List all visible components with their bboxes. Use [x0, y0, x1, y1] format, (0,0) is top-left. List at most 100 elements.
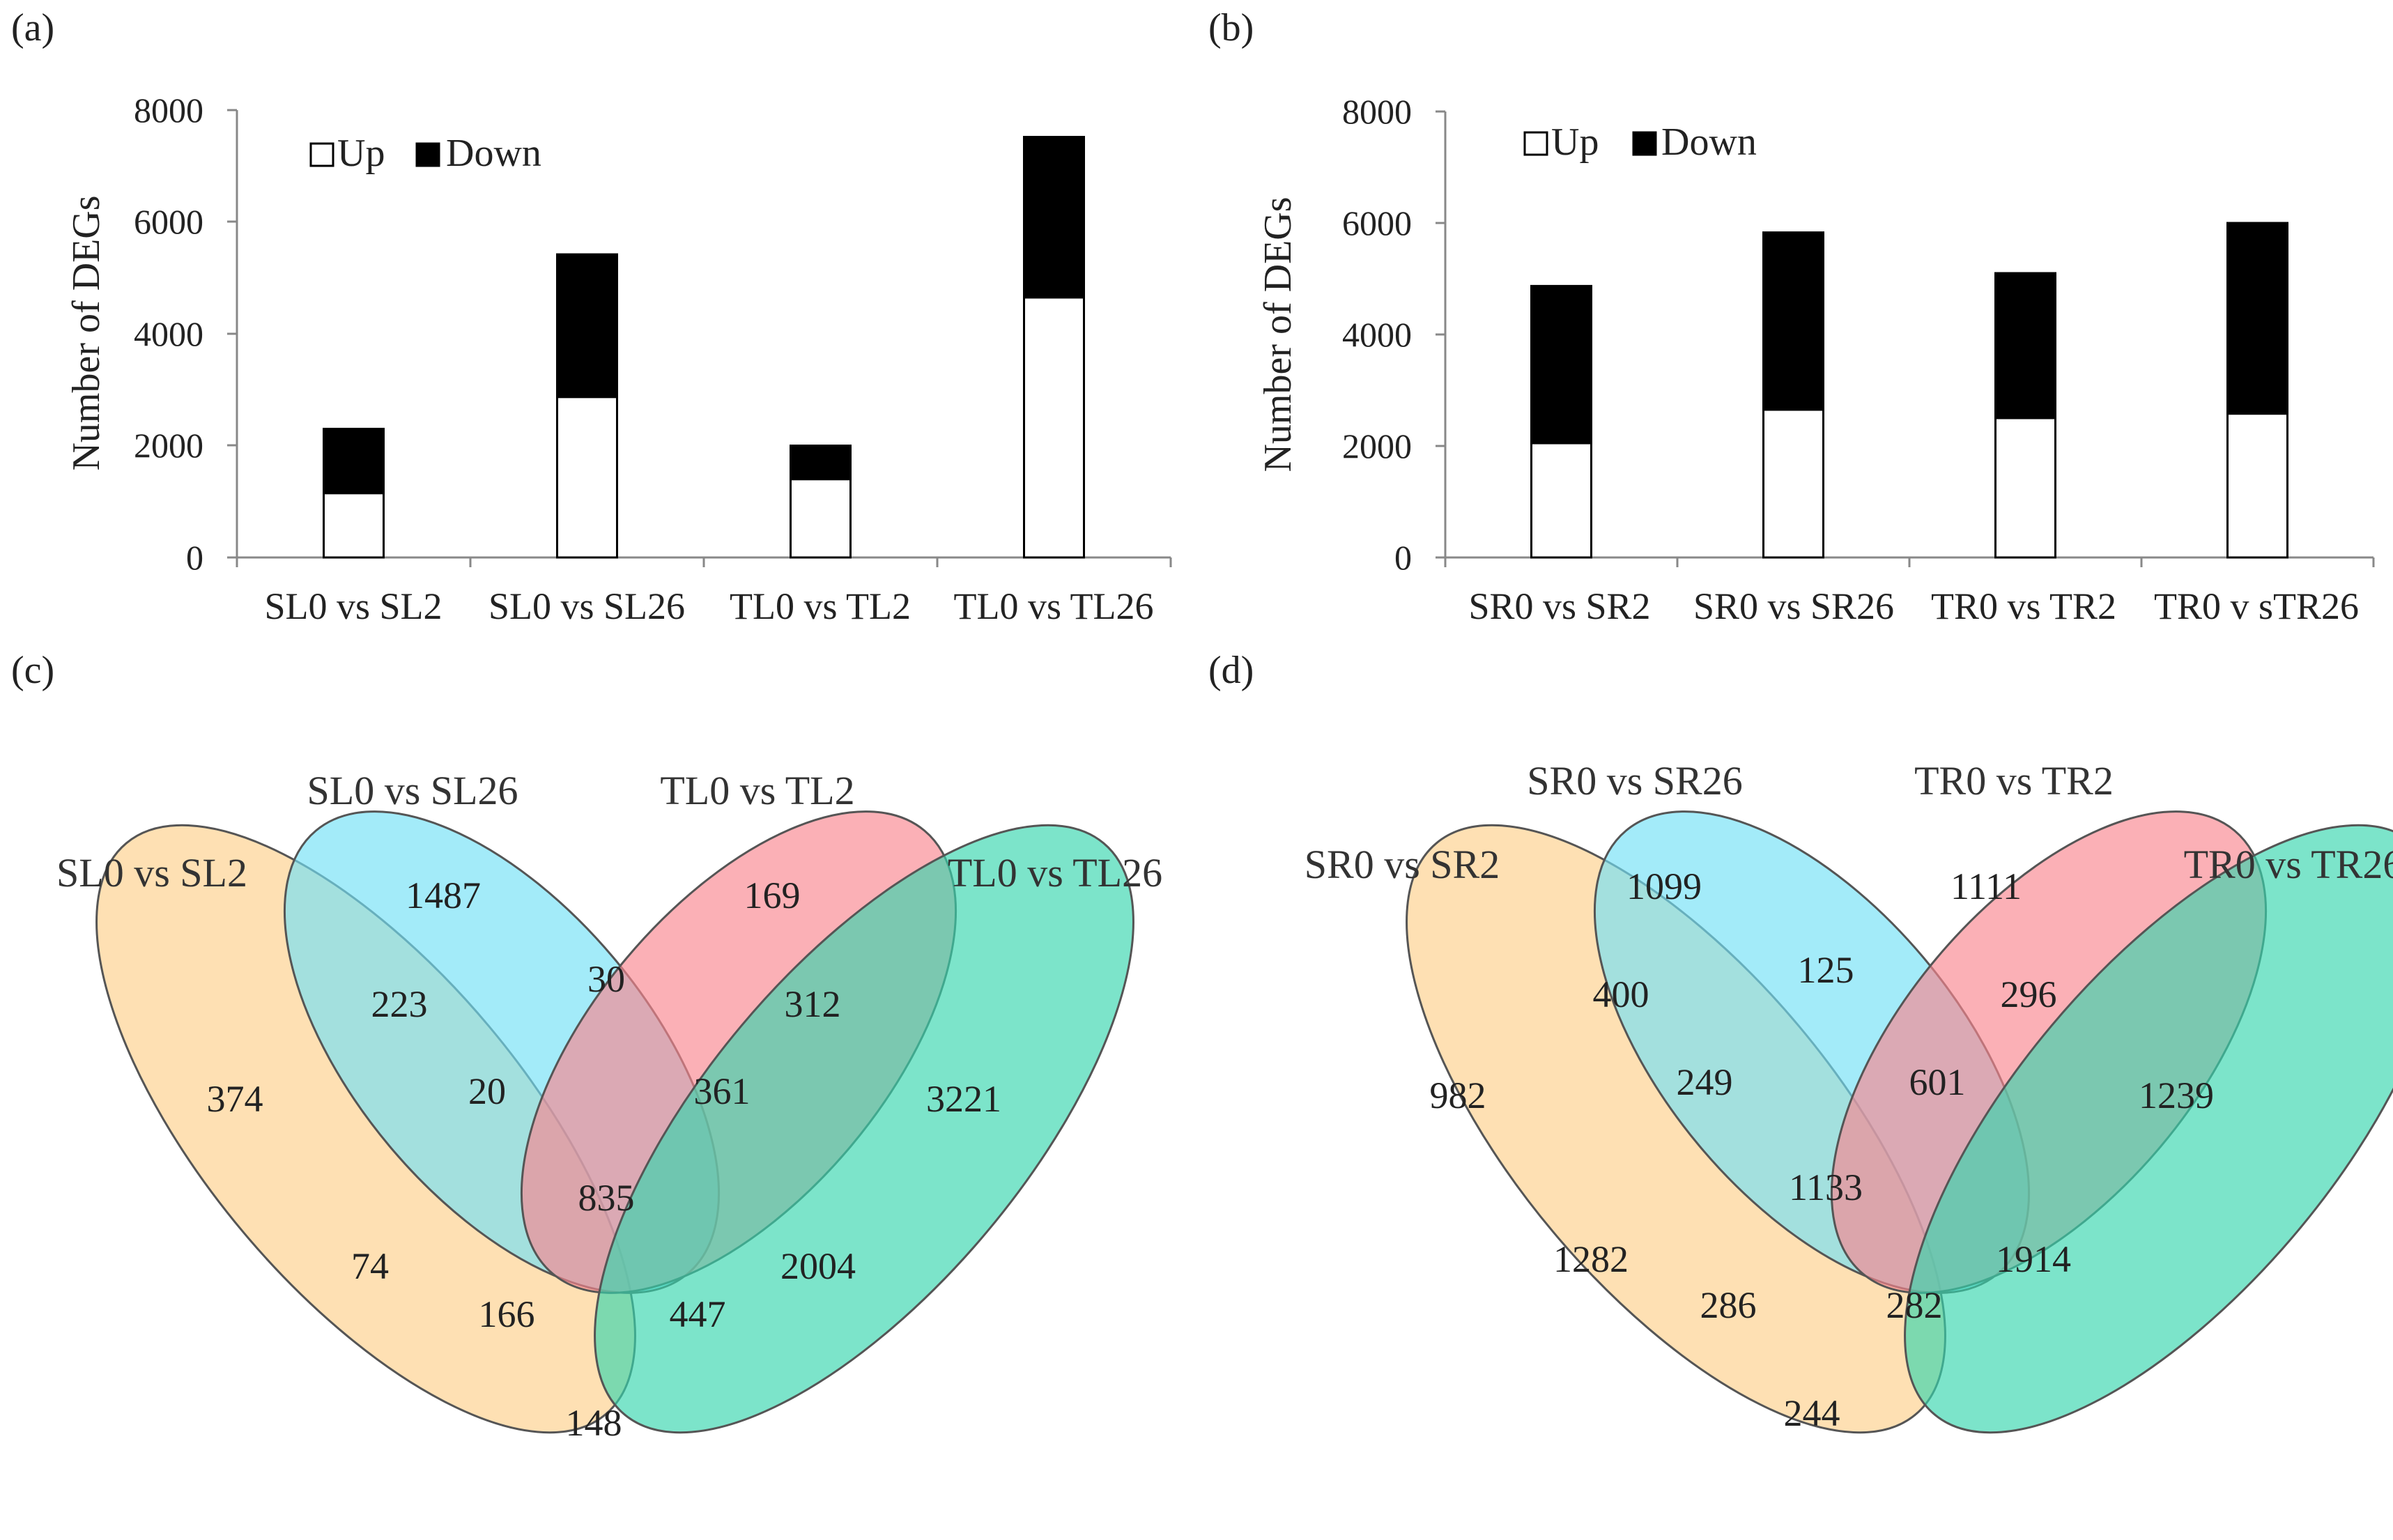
- category-labels-b: SR0 vs SR2 SR0 vs SR26 TR0 vs TR2 TR0 v …: [1468, 585, 2359, 627]
- bar-up-3: [1994, 417, 2056, 559]
- bar-down-3: [1994, 272, 2056, 419]
- y-tick-label: 4000: [1342, 315, 1412, 354]
- venn-count: 74: [351, 1245, 389, 1287]
- bar-up-2: [556, 396, 618, 559]
- venn-count: 148: [566, 1402, 622, 1444]
- venn-count: 3221: [926, 1078, 1001, 1120]
- venn-count: 312: [785, 983, 841, 1025]
- venn-count: 1111: [1950, 865, 2022, 907]
- venn-count: 835: [578, 1177, 635, 1219]
- y-tick-label: 6000: [134, 202, 203, 241]
- bar-down-4: [1023, 136, 1085, 299]
- bars-b: [1530, 222, 2288, 559]
- venn-set-label: SL0 vs SL2: [56, 850, 247, 895]
- venn-count: 1282: [1553, 1238, 1629, 1280]
- panel-label-d: (d): [1208, 649, 1254, 692]
- y-tick-label: 8000: [1342, 92, 1412, 131]
- venn-set-label: TL0 vs TL26: [948, 850, 1162, 895]
- bar-up-1: [323, 492, 385, 559]
- legend-swatch-up: [309, 142, 334, 167]
- category-label: TR0 v sTR26: [2154, 585, 2359, 627]
- bar-down-1: [1530, 284, 1592, 445]
- y-ticks-a: 0 2000 4000 6000 8000: [134, 91, 237, 577]
- bar-down-1: [323, 427, 385, 495]
- venn-set-label: SR0 vs SR26: [1527, 758, 1742, 803]
- venn-count: 1239: [2139, 1075, 2214, 1116]
- venn-count: 223: [371, 983, 428, 1025]
- venn-count: 286: [1700, 1284, 1757, 1326]
- venn-count: 1914: [1996, 1238, 2071, 1280]
- category-label: TL0 vs TL26: [954, 585, 1154, 627]
- y-tick-label: 6000: [1342, 203, 1412, 242]
- x-ticks-a: [236, 557, 1172, 567]
- bar-up-2: [1762, 408, 1824, 559]
- legend-a: Up Down: [309, 132, 541, 175]
- y-axis-label-a: Number of DEGs: [65, 195, 108, 470]
- venn-count: 1133: [1789, 1166, 1863, 1208]
- venn-count: 982: [1430, 1075, 1486, 1116]
- bar-panel-a: (a) Number of DEGs 0 2000 4000 6000 8000…: [11, 6, 1172, 627]
- y-ticks-b: 0 2000 4000 6000 8000: [1342, 92, 1445, 577]
- venn-count: 447: [670, 1293, 726, 1335]
- venn-set-label: TR0 vs TR26: [2184, 842, 2393, 887]
- bar-down-4: [2226, 222, 2288, 415]
- legend-swatch-down: [415, 142, 440, 167]
- y-tick-label: 4000: [134, 314, 203, 353]
- legend-label-up: Up: [1551, 121, 1599, 164]
- y-tick-label: 2000: [134, 426, 203, 465]
- venn-count: 30: [587, 958, 625, 1000]
- venn-count: 20: [468, 1070, 506, 1112]
- venn-count: 169: [744, 875, 801, 916]
- venn-count: 296: [2001, 973, 2057, 1015]
- venn-counts-c: 374 1487 169 3221 223 30 312 20 361 835 …: [207, 875, 1002, 1444]
- bar-up-4: [1023, 296, 1085, 559]
- bar-down-2: [1762, 231, 1824, 411]
- venn-set-label: SL0 vs SL26: [307, 768, 518, 813]
- y-tick-label: 0: [1394, 538, 1412, 577]
- venn-count: 2004: [780, 1245, 856, 1287]
- venn-counts-d: 982 1099 1111 1239 400 125 296 249 601 1…: [1430, 865, 2215, 1434]
- panel-label-c: (c): [11, 649, 54, 692]
- category-label: SR0 vs SR26: [1693, 585, 1894, 627]
- y-tick-label: 8000: [134, 91, 203, 130]
- x-ticks-b: [1444, 557, 2375, 567]
- y-tick-label: 2000: [1342, 426, 1412, 465]
- category-label: SL0 vs SL26: [488, 585, 685, 627]
- legend-swatch-down: [1632, 131, 1657, 156]
- legend-b: Up Down: [1523, 121, 1757, 164]
- venn-count: 125: [1798, 949, 1854, 991]
- legend-swatch-up: [1523, 131, 1548, 156]
- venn-count: 166: [479, 1293, 535, 1335]
- venn-set-4: [1904, 824, 2393, 1434]
- bar-up-4: [2226, 413, 2288, 559]
- bar-down-3: [790, 445, 852, 481]
- panel-label-b: (b): [1208, 6, 1254, 49]
- category-labels-a: SL0 vs SL2 SL0 vs SL26 TL0 vs TL2 TL0 vs…: [264, 585, 1153, 627]
- legend-label-down: Down: [446, 132, 541, 175]
- venn-count: 374: [207, 1078, 263, 1120]
- venn-set-label: TL0 vs TL2: [660, 768, 854, 813]
- panel-label-a: (a): [11, 6, 54, 49]
- category-label: TL0 vs TL2: [730, 585, 911, 627]
- bars-a: [323, 136, 1085, 559]
- venn-panel-c: (c) SL0 vs SL2 SL0 vs SL26 TL0 vs TL2 TL…: [11, 649, 1162, 1444]
- legend-label-up: Up: [337, 132, 385, 175]
- venn-set-4: [594, 824, 1134, 1434]
- bar-down-2: [556, 253, 618, 399]
- category-label: TR0 vs TR2: [1931, 585, 2116, 627]
- venn-count: 1099: [1626, 865, 1702, 907]
- venn-panel-d: (d) SR0 vs SR2 SR0 vs SR26 TR0 vs TR2 TR…: [1208, 649, 2393, 1434]
- venn-count: 282: [1886, 1284, 1943, 1326]
- category-label: SL0 vs SL2: [264, 585, 442, 627]
- venn-count: 244: [1784, 1392, 1840, 1434]
- category-label: SR0 vs SR2: [1468, 585, 1650, 627]
- venn-count: 1487: [406, 875, 481, 916]
- bar-up-3: [790, 478, 852, 559]
- y-axis-label-b: Number of DEGs: [1256, 197, 1300, 472]
- venn-count: 361: [694, 1070, 751, 1112]
- venn-set-label: TR0 vs TR2: [1914, 758, 2114, 803]
- legend-label-down: Down: [1661, 121, 1757, 164]
- bar-up-1: [1530, 442, 1592, 559]
- venn-count: 249: [1677, 1061, 1733, 1103]
